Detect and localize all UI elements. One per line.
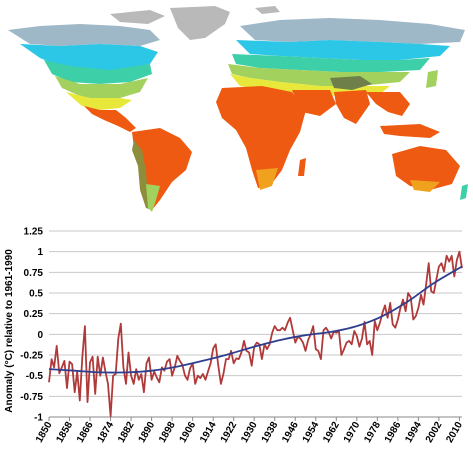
temperature-anomaly-chart: -1 -0.75 -0.5 -0.25 0 0.25 0.5 0.75 1 1.25 1850 18… bbox=[4, 227, 465, 445]
x-tick-label: 1994 bbox=[403, 420, 424, 445]
x-tick-label: 1890 bbox=[137, 420, 158, 445]
x-tick-label: 1874 bbox=[96, 420, 117, 445]
y-axis-label: Anomaly (°C) relative to 1961-1990 bbox=[4, 249, 15, 413]
map-india bbox=[334, 90, 370, 124]
map-eurasia-cold bbox=[236, 40, 450, 60]
map-arctic-ice bbox=[110, 10, 165, 24]
y-tick-label: 0.5 bbox=[29, 289, 43, 300]
map-tibet bbox=[330, 76, 372, 90]
y-tick-label: -0.25 bbox=[20, 351, 43, 362]
map-australia-south bbox=[410, 180, 440, 192]
series-annual-anomaly-line bbox=[48, 250, 463, 418]
x-tick-label: 1938 bbox=[260, 420, 281, 445]
map-middle-east bbox=[292, 90, 336, 116]
x-tick-label: 1930 bbox=[239, 420, 260, 445]
map-north-america-cool bbox=[44, 60, 152, 84]
x-tick-label: 1962 bbox=[321, 420, 342, 445]
y-axis-tick-labels: -1 -0.75 -0.5 -0.25 0 0.25 0.5 0.75 1 1.25 bbox=[20, 227, 43, 424]
map-north-america-polar bbox=[8, 24, 160, 46]
map-north-america-temperate bbox=[55, 76, 148, 100]
y-tick-label: -0.75 bbox=[20, 392, 43, 403]
chart-grid bbox=[49, 230, 462, 418]
y-tick-label: 0 bbox=[37, 330, 43, 341]
map-svalbard-ice bbox=[255, 6, 280, 14]
map-eurasia-polar bbox=[240, 18, 465, 44]
map-africa bbox=[216, 86, 306, 188]
world-temperature-map bbox=[8, 6, 468, 212]
x-tick-label: 1970 bbox=[342, 420, 363, 445]
map-north-america-cold bbox=[20, 44, 158, 72]
map-africa-south bbox=[256, 168, 278, 190]
map-eurasia-cool bbox=[232, 54, 430, 72]
map-indonesia bbox=[380, 124, 440, 138]
map-madagascar bbox=[298, 158, 306, 176]
y-tick-label: 1.25 bbox=[24, 227, 44, 238]
x-tick-label: 2002 bbox=[424, 420, 445, 445]
series-trend-line bbox=[48, 265, 463, 374]
x-tick-label: 1922 bbox=[219, 420, 240, 445]
x-tick-label: 1866 bbox=[75, 420, 96, 445]
map-se-asia bbox=[366, 92, 410, 116]
x-tick-label: 1898 bbox=[157, 420, 178, 445]
y-tick-label: -1 bbox=[34, 413, 43, 424]
map-australia bbox=[392, 146, 460, 190]
x-tick-label: 1906 bbox=[178, 420, 199, 445]
x-tick-label: 1882 bbox=[116, 420, 137, 445]
y-tick-label: 0.25 bbox=[24, 309, 44, 320]
x-tick-label: 1946 bbox=[280, 420, 301, 445]
map-new-zealand bbox=[460, 184, 468, 200]
map-south-america-south bbox=[146, 184, 160, 212]
x-tick-label: 1954 bbox=[301, 420, 322, 445]
x-tick-label: 1986 bbox=[383, 420, 404, 445]
map-greenland-ice bbox=[170, 6, 230, 40]
map-central-america bbox=[84, 106, 136, 132]
map-japan bbox=[426, 70, 438, 88]
y-tick-label: -0.5 bbox=[26, 371, 44, 382]
x-tick-label: 1858 bbox=[54, 420, 75, 445]
x-tick-label: 1914 bbox=[198, 420, 219, 445]
x-tick-label: 2010 bbox=[444, 420, 465, 445]
y-tick-label: 1 bbox=[37, 247, 43, 258]
x-axis-tick-labels: 1850 1858 1866 1874 1882 1890 1898 1906 1914 1922… bbox=[34, 417, 465, 445]
y-tick-label: 0.75 bbox=[24, 268, 44, 279]
map-north-america-warm bbox=[66, 92, 132, 110]
x-tick-label: 1978 bbox=[362, 420, 383, 445]
